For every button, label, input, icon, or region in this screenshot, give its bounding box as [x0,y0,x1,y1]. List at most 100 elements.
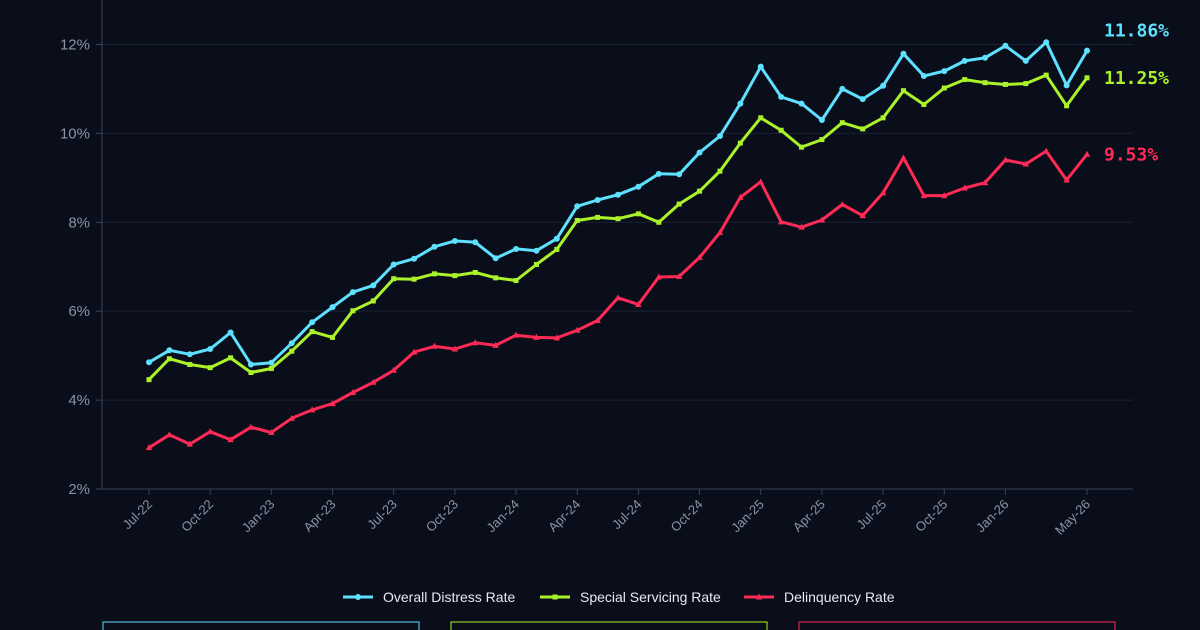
data-point [676,201,682,207]
data-point [900,50,907,57]
data-point [859,212,866,219]
data-point [717,168,723,174]
data-point [391,276,397,282]
y-tick-label: 8% [68,214,90,231]
data-point [839,120,845,126]
legend-marker [552,594,558,600]
grid-lines [102,43,1133,401]
data-point [513,245,520,252]
data-point [411,276,417,282]
x-tick-label: Oct-22 [178,497,216,535]
legend-marker [355,594,361,600]
series-special-servicing-rate [146,72,1090,383]
data-point [819,137,825,143]
data-point [1022,160,1030,167]
data-point [513,278,519,284]
data-point [227,329,234,336]
data-point [350,308,356,314]
data-point [1043,39,1050,46]
data-point [288,340,295,347]
data-point [574,217,580,223]
data-point [166,431,173,438]
data-point [777,218,785,225]
x-tick-label: Oct-24 [667,497,705,535]
data-point [533,262,539,268]
data-point [268,366,274,372]
data-point [757,63,764,70]
x-tick-label: Jul-22 [119,497,155,533]
data-point [370,298,376,304]
end-labels: 11.86% 11.25% 9.53% [1104,21,1169,166]
legend-item: Delinquency Rate [744,589,895,605]
data-point [737,193,744,200]
data-point [370,282,377,289]
data-point [1043,72,1049,78]
data-point [431,243,438,250]
data-point [533,333,540,340]
data-point [309,329,315,335]
summary-panels [102,621,1116,630]
data-point [247,423,255,430]
data-point [615,216,621,222]
legend-label: Special Servicing Rate [580,589,721,605]
data-point [227,436,234,443]
data-point [574,203,581,210]
data-point [635,211,641,217]
data-point [1084,47,1090,54]
data-point [716,228,724,235]
summary-panel [450,621,768,630]
data-point [859,96,866,103]
data-point [493,275,499,281]
data-point [146,377,152,383]
data-point [146,359,152,366]
summary-panel [102,621,420,630]
data-point [982,54,989,61]
data-point [655,170,662,177]
series-delinquency-rate [145,147,1091,451]
data-point [1084,75,1090,81]
data-point [961,57,968,64]
data-point [145,444,153,451]
data-point [656,219,662,225]
data-point [329,400,336,407]
x-tick-label: Jul-23 [364,497,400,533]
data-point [207,365,213,371]
data-point [330,334,336,340]
data-point [492,255,499,262]
data-point [920,192,928,199]
data-point [268,359,275,366]
data-point [778,93,785,100]
data-point [329,304,336,311]
x-tick-label: Jul-24 [609,497,645,533]
data-point [921,101,927,107]
summary-panel [798,621,1116,630]
data-point [186,440,193,447]
data-point [186,351,193,358]
data-point [1043,147,1050,154]
data-point [289,348,295,354]
x-tick-label: Apr-25 [790,497,828,535]
data-point [758,115,764,121]
data-point [879,189,887,196]
data-point [492,341,499,348]
data-point [798,100,805,107]
data-point [1022,57,1029,64]
x-tick-label: Jan-23 [239,497,278,536]
data-point [247,361,254,368]
x-tick-label: Apr-23 [300,497,338,535]
legend-marker [755,593,763,600]
data-point [411,255,418,262]
data-point [839,200,846,207]
data-point [512,331,520,338]
data-point [675,273,683,280]
data-point [595,214,601,220]
data-point [635,183,642,190]
data-point [1002,156,1009,163]
data-point [166,356,172,362]
data-point [206,428,214,435]
data-point [737,100,744,107]
data-point [431,342,438,349]
data-point [1002,42,1009,49]
data-point [799,144,805,150]
data-point [696,149,703,156]
